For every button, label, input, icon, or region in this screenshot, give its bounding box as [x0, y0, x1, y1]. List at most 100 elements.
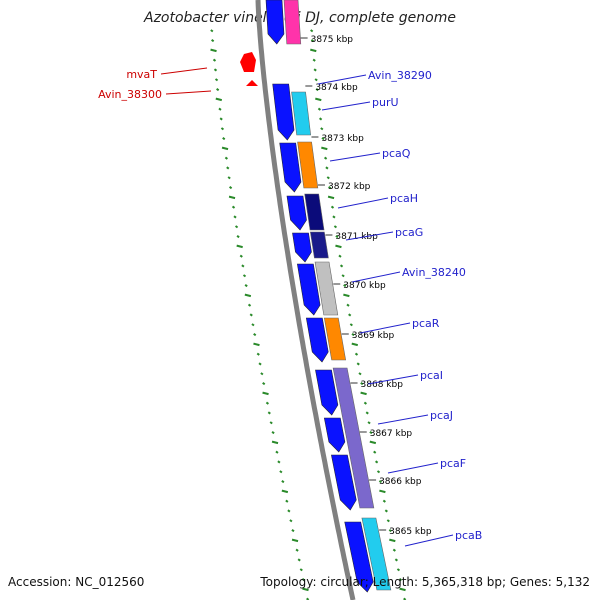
tick-mark: [253, 332, 257, 337]
tick-mark: [330, 205, 335, 209]
tick-mark: [343, 293, 350, 298]
tick-mark: [249, 313, 253, 317]
tick-mark: [260, 372, 264, 376]
gene-leader: [404, 534, 454, 547]
tick-mark: [339, 264, 344, 268]
cds-arrow-forward: [315, 369, 339, 416]
tick-mark: [313, 68, 317, 72]
tick-mark: [277, 460, 281, 464]
tick-mark: [220, 127, 225, 131]
tick-mark: [285, 499, 289, 503]
tick-mark: [382, 499, 386, 503]
tick-mark: [373, 450, 377, 454]
tick-mark: [221, 146, 229, 151]
tick-mark: [315, 97, 322, 102]
tick-mark: [212, 58, 217, 62]
gene-label: pcaR: [412, 317, 440, 330]
gene-label: pcaB: [455, 529, 482, 542]
tick-mark: [360, 391, 367, 396]
tick-mark: [256, 352, 260, 356]
tick-mark: [327, 195, 335, 200]
gene-leader: [351, 271, 401, 283]
tick-mark: [227, 176, 231, 180]
gene-label: purU: [372, 96, 399, 109]
gene-label: pcaG: [395, 226, 423, 239]
tick-mark: [262, 381, 266, 386]
tick-mark: [328, 186, 332, 190]
gene-leader-reverse: [160, 67, 208, 75]
ruler-label: 3870 kbp: [343, 281, 386, 291]
gene-leader: [321, 101, 371, 111]
tick-mark: [384, 509, 388, 513]
tick-mark: [367, 421, 371, 425]
tick-mark: [269, 421, 273, 425]
gene-leader: [329, 152, 381, 162]
tick-mark: [333, 225, 338, 229]
tick-mark: [376, 470, 381, 474]
tick-mark: [343, 283, 347, 288]
cog-block: [314, 261, 339, 316]
tick-mark: [258, 362, 262, 366]
tick-mark: [291, 538, 299, 543]
tick-mark: [310, 29, 314, 33]
ruler-label: 3865 kbp: [389, 527, 432, 537]
cds-arrow-forward: [265, 0, 285, 45]
cds-arrow-forward: [272, 83, 295, 141]
tick-mark: [244, 293, 252, 298]
ruler-label: 3871 kbp: [335, 232, 378, 242]
tick-mark: [219, 117, 223, 121]
tick-mark: [281, 489, 289, 494]
tick-mark: [253, 342, 260, 347]
tick-mark: [317, 107, 322, 111]
backbone-line: [255, 0, 356, 600]
tick-mark: [242, 274, 247, 278]
cog-block: [291, 91, 312, 136]
tick-mark: [267, 411, 271, 415]
cds-arrow-forward: [279, 142, 302, 193]
tick-mark: [218, 107, 222, 111]
cds-arrow-forward: [323, 417, 346, 453]
tick-mark: [231, 205, 236, 209]
tick-mark: [354, 352, 359, 356]
ruler-label: 3875 kbp: [311, 35, 354, 45]
tick-mark: [247, 303, 252, 307]
tick-ring-outer: [310, 29, 407, 600]
tick-mark: [299, 568, 303, 572]
tick-mark: [281, 479, 285, 484]
tick-mark: [369, 430, 373, 435]
tick-mark: [234, 225, 239, 229]
tick-mark: [348, 313, 352, 317]
tick-mark: [356, 362, 360, 366]
tick-mark: [233, 215, 237, 219]
gene-leader: [387, 462, 439, 474]
gene-leader: [359, 322, 411, 334]
gene-leader: [367, 374, 419, 385]
gene-leader: [317, 74, 367, 85]
gene-leader: [337, 197, 389, 209]
tick-mark: [236, 244, 243, 249]
gene-label: Avin_38240: [402, 266, 466, 279]
cds-arrow-reverse: [246, 80, 258, 86]
cds-arrow-forward: [297, 263, 321, 316]
tick-mark: [211, 38, 215, 43]
tick-mark: [314, 78, 318, 82]
tick-mark: [321, 137, 325, 141]
tick-ring-inner: [210, 29, 310, 600]
tick-mark: [394, 558, 398, 562]
tick-mark: [320, 127, 324, 131]
tick-mark: [389, 538, 396, 543]
cds-arrow-forward: [286, 195, 307, 231]
tick-mark: [279, 470, 283, 474]
cog-block: [304, 193, 325, 231]
tick-mark: [374, 460, 379, 464]
tick-mark: [244, 283, 248, 288]
tick-mark: [349, 323, 353, 327]
tick-mark: [265, 401, 270, 405]
tick-mark: [222, 137, 226, 141]
cog-block: [297, 141, 319, 189]
tick-mark: [210, 48, 217, 53]
tick-mark: [351, 342, 359, 347]
cds-arrow-forward: [292, 232, 312, 263]
cog-block: [361, 517, 392, 591]
